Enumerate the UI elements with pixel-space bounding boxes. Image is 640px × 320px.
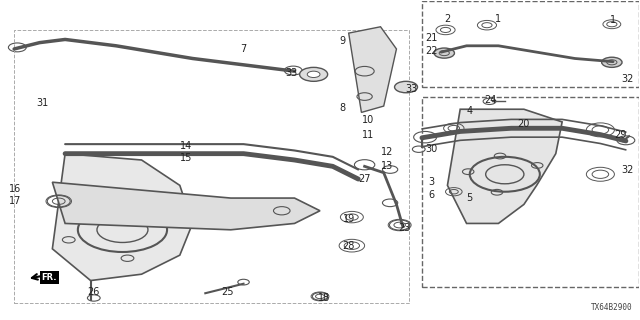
Bar	[422, 1, 639, 87]
Text: 22: 22	[425, 46, 438, 56]
Text: 6: 6	[428, 190, 435, 200]
Text: 19: 19	[342, 214, 355, 224]
Text: 2: 2	[444, 14, 451, 24]
Text: 13: 13	[381, 161, 394, 171]
Text: 8: 8	[339, 103, 346, 113]
Text: 27: 27	[358, 174, 371, 184]
Bar	[422, 97, 639, 287]
Text: TX64B2900: TX64B2900	[591, 303, 632, 312]
Text: 12: 12	[381, 147, 394, 157]
Text: 1: 1	[610, 15, 616, 25]
Text: 17: 17	[9, 196, 22, 206]
Text: 7: 7	[241, 44, 246, 54]
Polygon shape	[349, 27, 396, 112]
Text: 28: 28	[342, 241, 355, 251]
Text: 10: 10	[362, 115, 374, 125]
Text: 15: 15	[180, 153, 193, 164]
Text: 31: 31	[36, 98, 49, 108]
Text: 20: 20	[518, 118, 530, 129]
Circle shape	[602, 57, 622, 68]
Text: 29: 29	[614, 130, 627, 140]
Text: 3: 3	[428, 177, 435, 187]
Text: 9: 9	[339, 36, 346, 46]
Text: 4: 4	[467, 106, 473, 116]
Polygon shape	[52, 182, 320, 230]
Circle shape	[434, 48, 454, 58]
Text: 23: 23	[398, 223, 410, 233]
Text: 33: 33	[405, 84, 417, 94]
Text: 33: 33	[285, 68, 298, 78]
Text: 30: 30	[426, 144, 438, 154]
Polygon shape	[447, 109, 562, 223]
Text: 21: 21	[426, 33, 438, 43]
Text: 5: 5	[467, 193, 473, 203]
Text: 16: 16	[10, 184, 22, 194]
Text: FR.: FR.	[42, 273, 57, 282]
Text: 14: 14	[180, 141, 192, 151]
Circle shape	[307, 71, 320, 77]
Text: 24: 24	[484, 95, 497, 105]
Text: 18: 18	[317, 293, 330, 303]
Text: 32: 32	[621, 74, 634, 84]
Polygon shape	[52, 154, 193, 281]
Text: 1: 1	[495, 14, 502, 24]
Circle shape	[300, 68, 328, 81]
Text: 26: 26	[88, 287, 100, 297]
Text: 32: 32	[621, 164, 634, 174]
Circle shape	[394, 81, 417, 93]
Text: 11: 11	[362, 130, 374, 140]
Text: 25: 25	[221, 287, 234, 297]
